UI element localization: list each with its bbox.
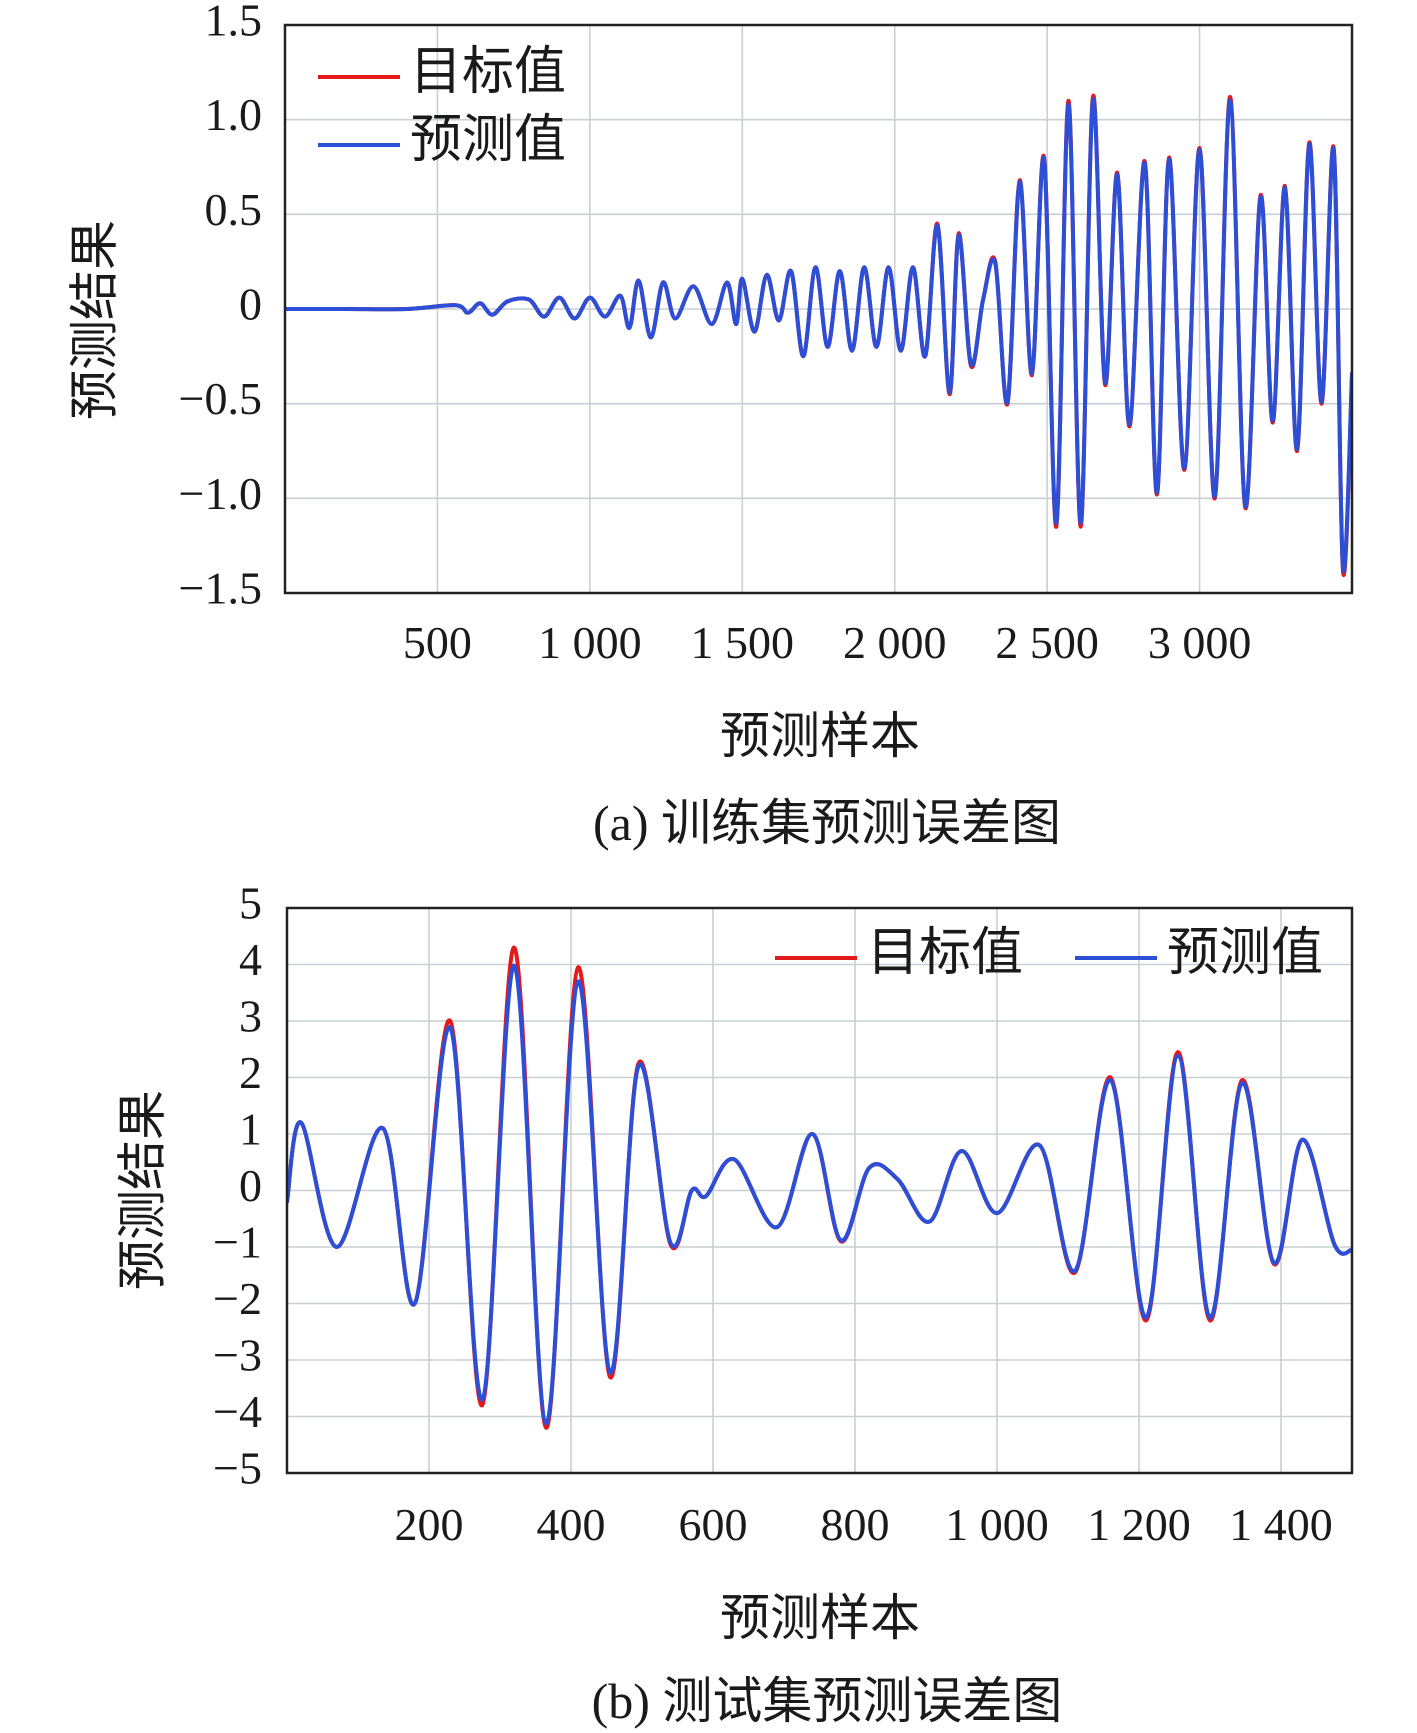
chart-0-xtick-label: 3 000 — [1148, 617, 1252, 668]
chart-b-plot-frame — [285, 906, 1354, 1475]
chart-0-xtick-label: 1 500 — [691, 617, 795, 668]
chart-1-ytick-label: 2 — [239, 1047, 262, 1098]
chart-1-ytick-label: −1 — [213, 1217, 262, 1268]
chart-1-ytick-label: −3 — [213, 1330, 262, 1381]
chart-0-xtick-label: 1 000 — [538, 617, 642, 668]
chart-0-ytick-label: 1.5 — [205, 0, 263, 46]
chart-1-xtick-label: 1 000 — [945, 1499, 1049, 1550]
chart-1-xtick-label: 400 — [537, 1499, 606, 1550]
chart-1-xtick-label: 600 — [679, 1499, 748, 1550]
chart-a-plot-frame — [283, 23, 1354, 595]
chart-0-ytick-label: −1.5 — [179, 563, 262, 614]
chart-1-legend-label-0: 目标值 — [867, 925, 1023, 982]
chart-a-ylabel: 预测结果 — [66, 220, 122, 420]
chart-a-series — [285, 93, 1352, 577]
chart-b-ylabel: 预测结果 — [114, 1090, 170, 1290]
chart-0-legend-label-1: 预测值 — [410, 112, 566, 169]
chart-b-legend: 目标值 预测值 — [775, 925, 1323, 982]
chart-1-ytick-label: 0 — [239, 1160, 262, 1211]
chart-a-yticks: 1.5 1.0 0.5 0 −0.5 −1.0 −1.5 — [179, 0, 262, 614]
chart-1-xtick-label: 800 — [821, 1499, 890, 1550]
chart-1-xtick-label: 200 — [395, 1499, 464, 1550]
chart-0-legend-label-0: 目标值 — [410, 44, 566, 101]
chart-0-xtick-label: 2 500 — [995, 617, 1099, 668]
chart-b-series — [287, 945, 1352, 1430]
chart-1-xtick-label: 1 200 — [1087, 1499, 1191, 1550]
chart-b-caption: (b) 测试集预测误差图 — [592, 1673, 1063, 1729]
chart-1-ytick-label: 1 — [239, 1104, 262, 1155]
chart-1-ytick-label: 5 — [239, 878, 262, 929]
chart-b-xlabel: 预测样本 — [720, 1590, 920, 1646]
chart-0-ytick-label: 0.5 — [205, 184, 263, 235]
chart-1-legend-label-1: 预测值 — [1167, 925, 1323, 982]
chart-b-yticks: 54 32 10 −1−2 −3−4 −5 — [213, 878, 262, 1494]
chart-0-ytick-label: 1.0 — [205, 89, 263, 140]
chart-1-ytick-label: 4 — [239, 934, 262, 985]
chart-0-series-predicted-line — [285, 97, 1352, 573]
chart-a-caption: (a) 训练集预测误差图 — [593, 795, 1061, 851]
chart-a-xticks: 500 1 000 1 500 2 000 2 500 3 000 — [403, 617, 1251, 668]
chart-0-ytick-label: 0 — [239, 279, 262, 330]
chart-a-xlabel: 预测样本 — [720, 708, 920, 764]
chart-b-test: 54 32 10 −1−2 −3−4 −5 200 400 600 800 1 000 1 200 1… — [114, 878, 1354, 1729]
chart-a-training: 1.5 1.0 0.5 0 −0.5 −1.0 −1.5 500 1 000 1 500 2 00… — [66, 0, 1354, 851]
chart-1-ytick-label: −2 — [213, 1273, 262, 1324]
chart-0-xtick-label: 500 — [403, 617, 472, 668]
chart-1-ytick-label: −4 — [213, 1386, 262, 1437]
chart-1-series-predicted-line — [287, 963, 1352, 1426]
chart-0-xtick-label: 2 000 — [843, 617, 947, 668]
chart-0-ytick-label: −0.5 — [179, 373, 262, 424]
chart-1-xtick-label: 1 400 — [1229, 1499, 1333, 1550]
chart-b-xticks: 200 400 600 800 1 000 1 200 1 400 — [395, 1499, 1333, 1550]
chart-1-ytick-label: 3 — [239, 991, 262, 1042]
chart-1-ytick-label: −5 — [213, 1443, 262, 1494]
chart-0-ytick-label: −1.0 — [179, 468, 262, 519]
